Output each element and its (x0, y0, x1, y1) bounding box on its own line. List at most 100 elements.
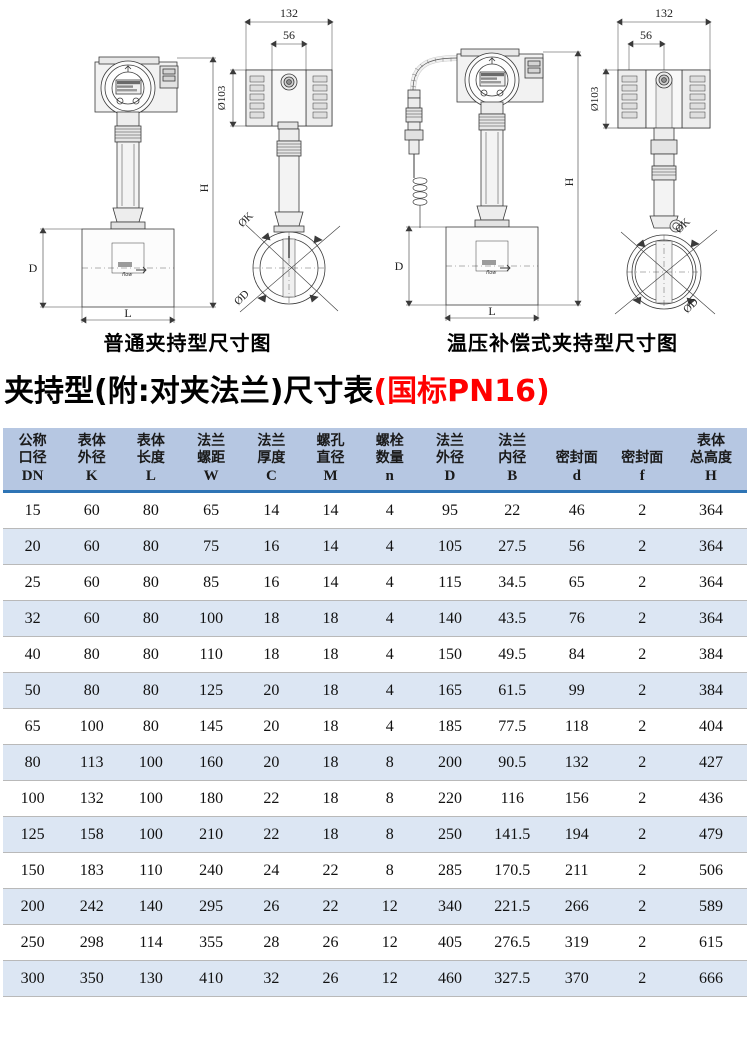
cell-f: 2 (609, 924, 676, 961)
cell-C: 32 (241, 960, 301, 997)
cell-K: 80 (62, 672, 122, 709)
cell-M: 14 (300, 564, 361, 601)
cell-f: 2 (609, 600, 676, 637)
cell-C: 26 (241, 888, 301, 925)
cell-d: 266 (544, 888, 610, 925)
cell-d: 132 (544, 744, 610, 781)
header-line1 (544, 433, 610, 450)
cell-K: 132 (62, 780, 122, 817)
cell-M: 22 (300, 852, 361, 889)
header-line1: 螺孔 (316, 433, 345, 449)
header-line1: 表体 (697, 433, 726, 449)
cell-C: 16 (241, 528, 301, 565)
header-line2: 厚度 (257, 450, 286, 466)
table-header-cell-n: 螺栓 数量 n (360, 428, 420, 493)
cell-DN: 200 (3, 888, 63, 925)
dim-label-D: D (29, 261, 38, 275)
ordinary-clamp-drawing: flow H (29, 6, 341, 324)
cell-D: 200 (419, 744, 481, 781)
cell-C: 20 (241, 744, 301, 781)
cell-C: 24 (241, 852, 301, 889)
page-title: 夹持型(附:对夹法兰)尺寸表(国标PN16) (4, 372, 550, 412)
cell-W: 85 (180, 564, 242, 601)
cell-L: 100 (121, 816, 181, 853)
cell-f: 2 (609, 564, 676, 601)
table-row: 150 183 110 240 24 22 8 285 170.5 211 2 506 (3, 852, 747, 889)
header-line1: 法兰 (435, 433, 464, 449)
cell-B: 116 (480, 780, 544, 817)
flex-conduit (404, 55, 458, 228)
dim-bolt-circle-K (620, 231, 716, 315)
cell-B: 49.5 (480, 636, 544, 673)
header-line2: 直径 (316, 450, 345, 466)
cell-L: 80 (121, 600, 181, 637)
table-header-cell-M: 螺孔 直径 M (300, 428, 361, 493)
cell-L: 114 (121, 924, 181, 961)
cell-H: 427 (675, 744, 747, 781)
header-line1: 表体 (77, 433, 106, 449)
cell-D: 150 (419, 636, 481, 673)
cell-K: 158 (62, 816, 122, 853)
cell-M: 18 (300, 708, 361, 745)
table-header-cell-K: 表体 外径 K (62, 428, 122, 493)
cell-f: 2 (609, 888, 676, 925)
meter-body-front: flow (445, 226, 539, 306)
transmitter-housing-side (245, 69, 333, 130)
table-row: 15 60 80 65 14 14 4 95 22 46 2 364 (3, 491, 747, 529)
cell-n: 4 (360, 491, 420, 529)
cell-f: 2 (609, 672, 676, 709)
cell-d: 99 (544, 672, 610, 709)
caption-compensated: 温压补偿式夹持型尺寸图 (447, 331, 678, 355)
cell-K: 80 (62, 636, 122, 673)
cell-B: 34.5 (480, 564, 544, 601)
cell-d: 194 (544, 816, 610, 853)
cell-DN: 25 (3, 564, 63, 601)
meter-neck-front (110, 111, 146, 230)
cell-W: 100 (180, 600, 242, 637)
dim-56 (627, 40, 666, 70)
cell-B: 221.5 (480, 888, 544, 925)
cell-W: 295 (180, 888, 242, 925)
cell-D: 95 (419, 491, 481, 529)
cell-L: 100 (121, 780, 181, 817)
cell-W: 65 (180, 491, 242, 529)
cell-n: 12 (360, 960, 420, 997)
cell-M: 18 (300, 636, 361, 673)
cell-W: 180 (180, 780, 242, 817)
cell-W: 210 (180, 816, 242, 853)
cell-C: 20 (241, 672, 301, 709)
table-header-cell-L: 表体 长度 L (121, 428, 181, 493)
cell-DN: 20 (3, 528, 63, 565)
cell-n: 4 (360, 636, 420, 673)
cell-B: 43.5 (480, 600, 544, 637)
header-line2: 长度 (136, 450, 165, 466)
dim-height-H (174, 56, 217, 309)
dim-body-L (444, 305, 540, 322)
dim-label-H: H (197, 183, 211, 192)
cell-d: 319 (544, 924, 610, 961)
cell-d: 370 (544, 960, 610, 997)
header-line2: 螺距 (197, 450, 226, 466)
cell-n: 4 (360, 600, 420, 637)
table-row: 50 80 80 125 20 18 4 165 61.5 99 2 384 (3, 672, 747, 709)
page-title-main: 夹持型(附:对夹法兰)尺寸表 (4, 374, 374, 409)
dim-label-O103: Ø103 (216, 85, 228, 110)
cell-D: 165 (419, 672, 481, 709)
cell-f: 2 (609, 852, 676, 889)
cell-L: 80 (121, 528, 181, 565)
dim-flange-od-D (239, 225, 341, 313)
cell-B: 327.5 (480, 960, 544, 997)
meter-body-front: flow (81, 228, 175, 308)
header-symbol: n (385, 468, 394, 484)
header-symbol: B (507, 468, 518, 484)
header-line1: 法兰 (257, 433, 286, 449)
cell-d: 65 (544, 564, 610, 601)
cell-H: 404 (675, 708, 747, 745)
cell-DN: 40 (3, 636, 63, 673)
dim-label-H: H (562, 177, 576, 186)
cell-H: 479 (675, 816, 747, 853)
cell-W: 145 (180, 708, 242, 745)
cell-D: 115 (419, 564, 481, 601)
cell-H: 364 (675, 491, 747, 529)
cell-B: 141.5 (480, 816, 544, 853)
